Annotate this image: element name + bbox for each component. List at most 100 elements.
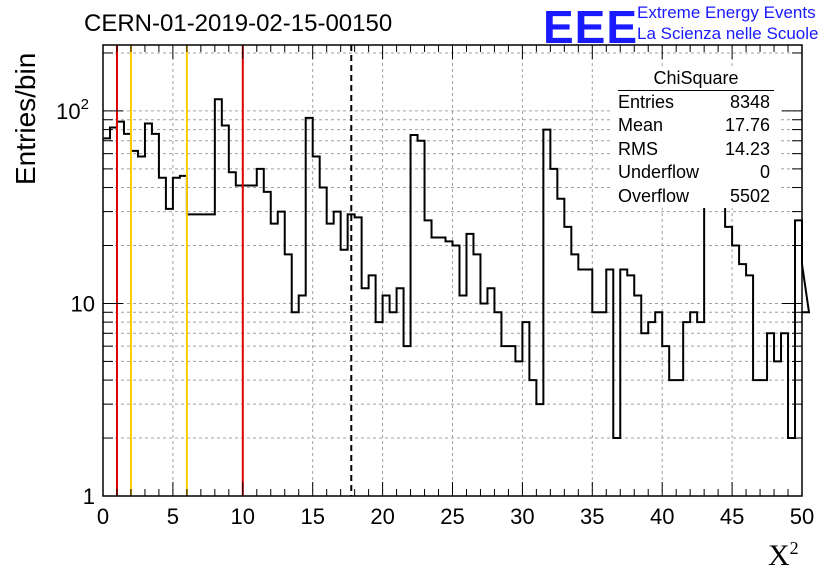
stats-row-entries: Entries 8348 xyxy=(618,92,770,112)
x-tick-label: 50 xyxy=(790,504,814,529)
histogram-bin xyxy=(446,241,453,496)
histogram-bin xyxy=(662,346,669,496)
histogram-bin xyxy=(522,322,529,496)
histogram-bin xyxy=(327,224,334,496)
eee-tagline-2: La Scienza nelle Scuole xyxy=(637,24,819,43)
histogram-bin xyxy=(334,212,341,496)
histogram-bin xyxy=(459,295,466,496)
histogram-bin xyxy=(648,322,655,496)
histogram-bin xyxy=(473,254,480,496)
histogram-bin xyxy=(397,288,404,496)
stats-row-overflow: Overflow 5502 xyxy=(618,185,770,206)
x-tick-label: 15 xyxy=(300,504,324,529)
histogram-bin xyxy=(243,185,250,496)
histogram-bin xyxy=(501,346,508,496)
histogram-bin xyxy=(299,295,306,496)
eee-tagline-1: Extreme Energy Events xyxy=(637,3,816,22)
histogram-bin xyxy=(480,303,487,496)
histogram-bin xyxy=(439,238,446,496)
histogram-bin xyxy=(543,130,550,496)
histogram-bin xyxy=(362,288,369,496)
histogram-bin xyxy=(194,214,201,496)
histogram-bin xyxy=(229,172,236,496)
histogram-bin xyxy=(557,199,564,496)
stats-box: ChiSquare Entries 8348 Mean 17.76 RMS 14.23… xyxy=(612,66,780,208)
histogram-bin xyxy=(271,224,278,496)
x-tick-label: 0 xyxy=(97,504,109,529)
histogram-bin xyxy=(117,122,124,496)
histogram-bin xyxy=(201,214,208,496)
x-tick-label: 30 xyxy=(510,504,534,529)
histogram-bin xyxy=(550,169,557,496)
x-tick-label: 25 xyxy=(440,504,464,529)
histogram-bin xyxy=(187,214,194,496)
histogram-bin xyxy=(103,138,110,496)
histogram-bin xyxy=(487,288,494,496)
histogram-bin xyxy=(264,192,271,496)
histogram-bin xyxy=(138,156,145,496)
histogram-bin xyxy=(369,275,376,496)
histogram-bin xyxy=(222,126,229,496)
histogram-bin xyxy=(746,275,753,496)
histogram-bin xyxy=(515,361,522,496)
histogram-bin xyxy=(131,151,138,496)
histogram-bin xyxy=(250,185,257,496)
x-tick-label: 45 xyxy=(720,504,744,529)
run-title: CERN-01-2019-02-15-00150 xyxy=(84,10,393,37)
histogram-bin xyxy=(278,212,285,496)
histogram-bin xyxy=(159,178,166,496)
x-axis-label: X2 xyxy=(768,538,799,572)
histogram-bin xyxy=(788,438,795,496)
y-axis-label: Entries/bin xyxy=(10,52,41,185)
histogram-bin xyxy=(257,169,264,496)
histogram-bin xyxy=(145,124,152,496)
histogram-bin xyxy=(124,134,131,496)
histogram-bin xyxy=(306,118,313,496)
histogram-bin xyxy=(383,295,390,496)
stats-row-underflow: Underflow 0 xyxy=(618,162,770,183)
eee-logo: EEE xyxy=(543,1,639,53)
stats-row-mean: Mean 17.76 xyxy=(618,115,770,136)
histogram-bin xyxy=(613,438,620,496)
histogram-bin xyxy=(634,295,641,496)
histogram-bin xyxy=(774,361,781,496)
y-tick-label: 102 xyxy=(56,96,89,124)
histogram-bin xyxy=(425,220,432,496)
histogram-bin xyxy=(180,176,187,496)
histogram-bin xyxy=(432,238,439,496)
histogram-bin xyxy=(320,188,327,496)
x-tick-label: 20 xyxy=(370,504,394,529)
histogram-bin xyxy=(341,250,348,496)
histogram-bin xyxy=(313,156,320,496)
x-tick-label: 35 xyxy=(580,504,604,529)
histogram-bin xyxy=(697,322,704,496)
histogram-bin xyxy=(732,246,739,496)
histogram-bin xyxy=(152,134,159,496)
x-tick-label: 40 xyxy=(650,504,674,529)
histogram-bin xyxy=(166,209,173,496)
x-tick-label: 5 xyxy=(167,504,179,529)
histogram-bin xyxy=(508,346,515,496)
histogram-bin xyxy=(781,333,788,496)
x-tick-label: 10 xyxy=(231,504,255,529)
histogram-bin xyxy=(641,333,648,496)
stats-title: ChiSquare xyxy=(618,66,774,91)
histogram-bin xyxy=(215,99,222,496)
histogram-bin xyxy=(411,135,418,496)
histogram-bin xyxy=(173,178,180,496)
stats-row-rms: RMS 14.23 xyxy=(618,138,770,159)
histogram-bin xyxy=(795,220,802,496)
histogram-bin xyxy=(718,194,725,496)
histogram-bin xyxy=(355,217,362,496)
histogram-bin xyxy=(376,322,383,496)
histogram-bin xyxy=(110,128,117,496)
histogram-bin xyxy=(453,246,460,496)
y-tick-label: 1 xyxy=(83,484,95,509)
histogram-bin xyxy=(683,322,690,496)
histogram-bin xyxy=(285,254,292,496)
histogram-bin xyxy=(466,234,473,496)
histogram-bin xyxy=(536,404,543,496)
histogram-bin xyxy=(767,333,774,496)
histogram-bin xyxy=(627,275,634,496)
histogram-bin xyxy=(418,141,425,496)
